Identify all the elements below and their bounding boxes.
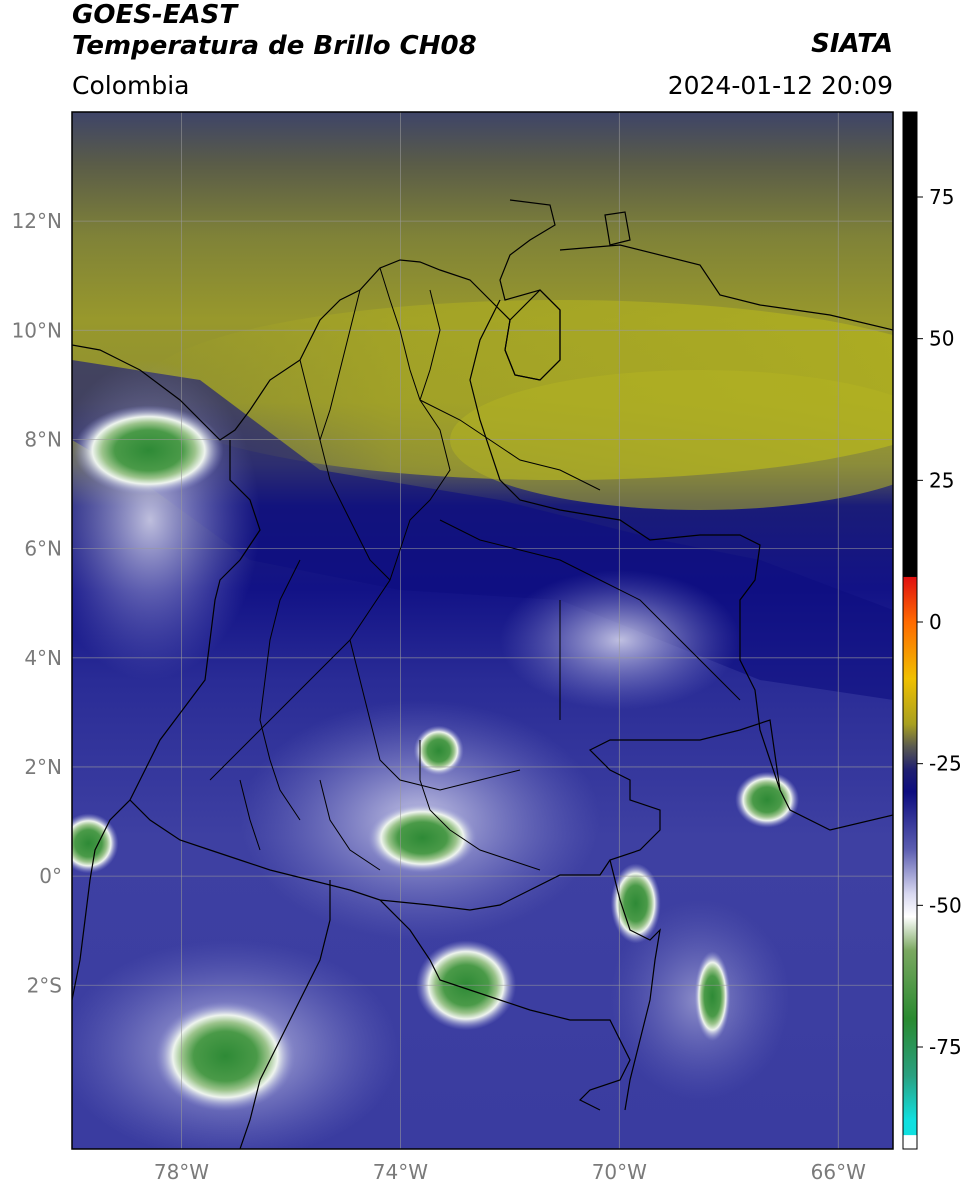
map-frame (71, 111, 894, 1150)
colombia-border (129, 440, 781, 911)
lat-tick-label: 4°N (24, 646, 62, 670)
dept-line-4 (439, 519, 741, 701)
cold-cloud-cluster-peru-north (155, 1001, 296, 1112)
colorbar-ticks: 75 50 25 0 -25 -50 -75 (917, 185, 962, 1059)
cold-cloud-cluster-pacific-ec (72, 813, 119, 874)
colorbar-tick-label: -25 (929, 752, 962, 776)
colorbar-fill (903, 112, 917, 1149)
colorbar-tick-label: 25 (929, 468, 954, 492)
colombia-venezuela-border (469, 299, 893, 831)
map-raster (72, 112, 893, 1149)
dept-line-10 (319, 289, 361, 441)
dept-line-9 (239, 779, 381, 871)
caribbean-coastline (72, 199, 561, 441)
product-title: Temperatura de Brillo CH08 (72, 31, 477, 61)
lat-tick-label: 6°N (24, 537, 62, 561)
colorbar-tick-label: -50 (929, 893, 962, 917)
dept-line-3 (419, 399, 601, 491)
haze-east (500, 570, 740, 710)
right-header: SIATA 2024-01-12 20:09 (668, 28, 893, 106)
brazil-border (609, 859, 661, 1111)
latitude-labels: 12°N 10°N 8°N 6°N 4°N 2°N 0° 2°S (12, 209, 62, 997)
graticule (72, 112, 893, 1149)
cold-cloud-cluster-amazon-caqueta (367, 802, 478, 873)
lat-tick-label: 2°S (27, 973, 62, 997)
ecuador-border (239, 880, 331, 1149)
colorbar-tick-label: 75 (929, 185, 954, 209)
title-block: GOES-EAST Temperatura de Brillo CH08 Col… (72, 0, 477, 106)
peru-border (379, 899, 631, 1111)
cold-cloud-cluster-brazil-nw (694, 951, 731, 1042)
colorbar-tick-label: -75 (929, 1035, 962, 1059)
dept-line-7 (349, 639, 521, 791)
colorbar: 75 50 25 0 -25 -50 -75 (902, 111, 962, 1150)
cold-cloud-layer (72, 405, 800, 1112)
lat-tick-label: 2°N (24, 755, 62, 779)
colorbar-gradient (903, 112, 917, 1149)
colorbar-tick-label: 0 (929, 610, 942, 634)
maracaibo-lake (504, 289, 561, 381)
cold-cloud-cluster-vaupes-east (735, 771, 800, 828)
dept-line-11 (419, 289, 441, 401)
boundaries (72, 199, 893, 1149)
cold-cloud-cluster-amazonas-east (610, 863, 661, 944)
satellite-name: GOES-EAST (72, 0, 238, 30)
cold-cloud-cluster-darien (73, 405, 224, 496)
lon-tick-label: 78°W (154, 1160, 209, 1184)
colorbar-tick-label: 50 (929, 327, 954, 351)
lat-tick-label: 12°N (12, 209, 62, 233)
longitude-labels: 78°W 74°W 70°W 66°W (154, 1160, 866, 1184)
ecuador-coast (72, 799, 131, 1001)
venezuela-coast (559, 244, 893, 331)
lon-tick-label: 74°W (373, 1160, 428, 1184)
colorbar-frame (902, 111, 918, 1150)
lat-tick-label: 10°N (12, 318, 62, 342)
agency-label: SIATA (811, 29, 893, 59)
warm-band-east (450, 370, 893, 510)
datetime-label: 2024-01-12 20:09 (667, 71, 893, 100)
dept-line-2 (299, 359, 391, 581)
lat-tick-label: 0° (39, 864, 62, 888)
dept-line-8 (419, 740, 541, 871)
lon-tick-label: 70°W (592, 1160, 647, 1184)
region-label: Colombia (72, 71, 190, 100)
lat-tick-label: 8°N (24, 427, 62, 451)
cold-cloud-cluster-guaviare (413, 725, 464, 776)
dept-line-6 (259, 559, 301, 821)
paraguana (604, 211, 631, 246)
dept-line-1 (209, 267, 451, 781)
lon-tick-label: 66°W (811, 1160, 866, 1184)
